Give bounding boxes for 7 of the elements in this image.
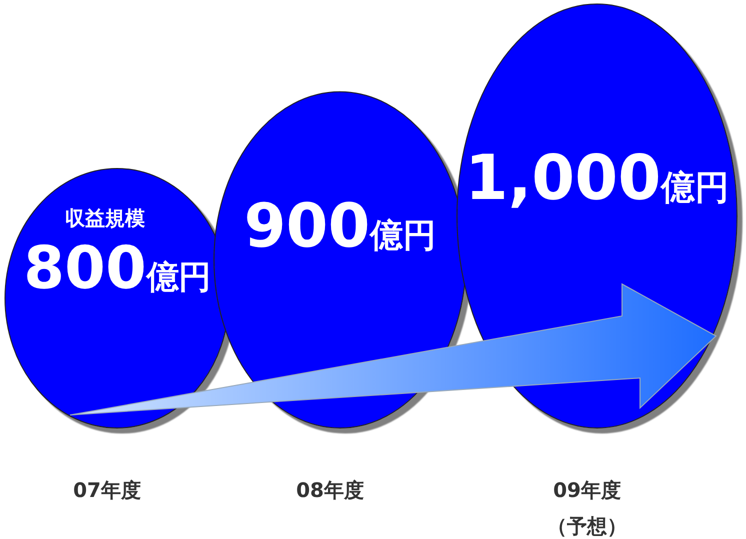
category-label: 08年度 <box>295 477 365 504</box>
data-label: 800億円 <box>24 232 210 302</box>
data-label: 1,000億円 <box>464 141 730 214</box>
data-label: 900億円 <box>244 191 436 262</box>
category-label: 07年度 <box>72 477 142 504</box>
text: 収益規模 <box>65 206 145 230</box>
category-label: 09年度（予想） <box>546 477 628 539</box>
